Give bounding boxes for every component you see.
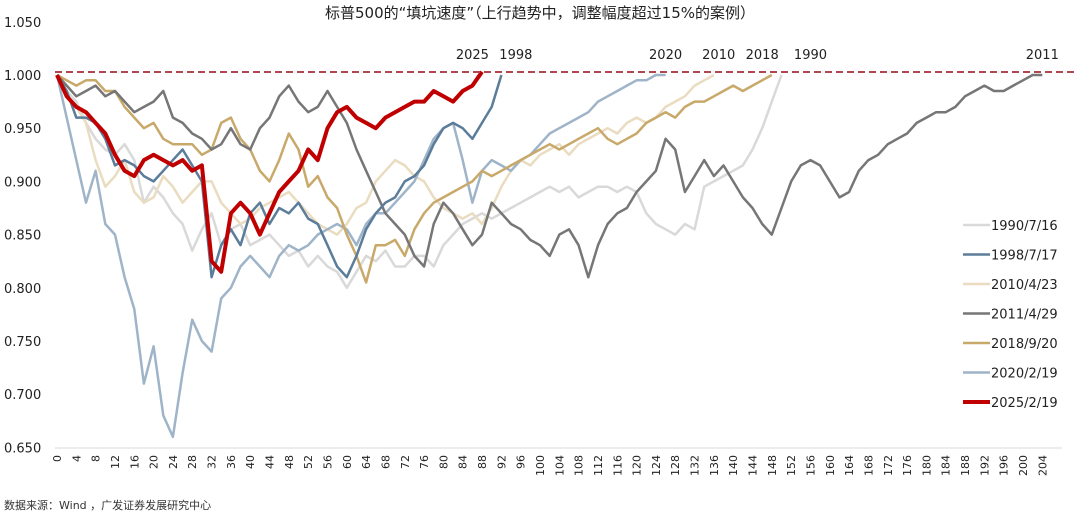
end-label-1998: 1998	[499, 48, 532, 63]
x-tick-label: 184	[940, 455, 953, 476]
legend-label: 2020/2/19	[991, 367, 1058, 382]
x-tick-label: 60	[341, 455, 354, 469]
x-tick-label: 0	[51, 455, 64, 462]
x-tick-label: 144	[747, 455, 760, 476]
x-tick-label: 168	[862, 455, 875, 476]
source-note: 数据来源：Wind ，广发证券发展研究中心	[4, 499, 212, 512]
x-tick-label: 200	[1017, 455, 1030, 476]
x-tick-label: 156	[804, 455, 817, 476]
x-tick-label: 64	[360, 455, 373, 469]
y-tick-label: 0.800	[4, 282, 41, 297]
y-tick-label: 0.950	[4, 122, 41, 137]
x-tick-label: 40	[244, 455, 257, 469]
x-tick-label: 108	[573, 455, 586, 476]
end-labels: 2025 1998 2020 2010 2018 1990 2011	[456, 48, 1059, 63]
x-tick-label: 84	[457, 455, 470, 469]
end-label-2011: 2011	[1026, 48, 1059, 63]
x-tick-label: 28	[186, 455, 199, 469]
x-tick-label: 204	[1036, 455, 1049, 476]
x-tick-label: 20	[148, 455, 161, 469]
x-tick-label: 76	[418, 455, 431, 469]
y-axis: 1.050 1.000 0.950 0.900 0.850 0.800 0.750 0.700…	[4, 16, 41, 457]
x-tick-label: 68	[379, 455, 392, 469]
series-line-2018-9-20	[56, 73, 773, 284]
series-line-1990-7-16	[55, 74, 783, 290]
x-tick-label: 116	[611, 455, 624, 476]
x-tick-label: 96	[515, 455, 528, 469]
series-line-2025-2-19	[55, 70, 484, 274]
x-tick-label: 120	[631, 455, 644, 476]
x-tick-label: 176	[901, 455, 914, 476]
x-tick-label: 8	[90, 455, 103, 462]
y-tick-label: 0.750	[4, 335, 41, 350]
y-tick-label: 0.850	[4, 229, 41, 244]
x-tick-label: 80	[437, 455, 450, 469]
x-tick-label: 160	[824, 455, 837, 476]
legend-label: 1998/7/17	[991, 249, 1058, 264]
series-line-2010-4-23	[55, 73, 715, 236]
x-tick-label: 172	[882, 455, 895, 476]
y-tick-label: 1.000	[4, 69, 41, 84]
legend-label: 1990/7/16	[991, 219, 1058, 234]
legend: 1990/7/16 1998/7/17 2010/4/23 2011/4/29 2018…	[963, 219, 1058, 411]
y-tick-label: 0.900	[4, 175, 41, 190]
x-tick-label: 128	[669, 455, 682, 476]
series-line-2020-2-19	[55, 73, 666, 439]
x-tick-label: 104	[553, 455, 566, 476]
x-tick-label: 132	[689, 455, 702, 476]
y-tick-label: 0.650	[4, 441, 41, 456]
x-tick-label: 196	[998, 455, 1011, 476]
x-tick-label: 88	[476, 455, 489, 469]
x-tick-label: 164	[843, 455, 856, 476]
x-tick-label: 56	[321, 455, 334, 469]
end-label-2020: 2020	[649, 48, 682, 63]
end-label-1990: 1990	[794, 48, 827, 63]
x-tick-label: 72	[399, 455, 412, 469]
end-label-2010: 2010	[702, 48, 735, 63]
series-lines	[55, 70, 1043, 439]
x-tick-label: 52	[302, 455, 315, 469]
x-tick-label: 16	[128, 455, 141, 469]
x-tick-label: 124	[650, 455, 663, 476]
series-line-2011-4-29	[56, 73, 1043, 279]
x-tick-label: 36	[225, 455, 238, 469]
x-tick-label: 12	[109, 455, 122, 469]
legend-label: 2018/9/20	[991, 337, 1058, 352]
y-tick-label: 0.700	[4, 388, 41, 403]
x-tick-label: 112	[592, 455, 605, 476]
x-tick-label: 180	[920, 455, 933, 476]
chart-title: 标普500的“填坑速度”（上行趋势中，调整幅度超过15%的案例）	[324, 4, 755, 22]
x-tick-label: 24	[167, 455, 180, 469]
x-tick-label: 100	[534, 455, 547, 476]
end-label-2025: 2025	[456, 48, 489, 63]
legend-label: 2011/4/29	[991, 308, 1058, 323]
x-axis: 0 4 8 12 16 20 24 28 32 36 40 44 48 52 56 60 64 68 72 76 80 8…	[51, 455, 1049, 476]
end-label-2018: 2018	[746, 48, 779, 63]
x-tick-label: 140	[727, 455, 740, 476]
x-tick-label: 148	[766, 455, 779, 476]
x-tick-label: 188	[959, 455, 972, 476]
x-tick-label: 92	[495, 455, 508, 469]
x-tick-label: 136	[708, 455, 721, 476]
x-tick-label: 44	[264, 455, 277, 469]
legend-label: 2025/2/19	[991, 396, 1058, 411]
x-tick-label: 152	[785, 455, 798, 476]
series-line-1998-7-17	[55, 74, 503, 279]
x-tick-label: 32	[206, 455, 219, 469]
y-tick-label: 1.050	[4, 16, 41, 31]
x-tick-label: 48	[283, 455, 296, 469]
legend-label: 2010/4/23	[991, 278, 1058, 293]
x-tick-label: 4	[70, 455, 83, 462]
x-tick-label: 192	[978, 455, 991, 476]
